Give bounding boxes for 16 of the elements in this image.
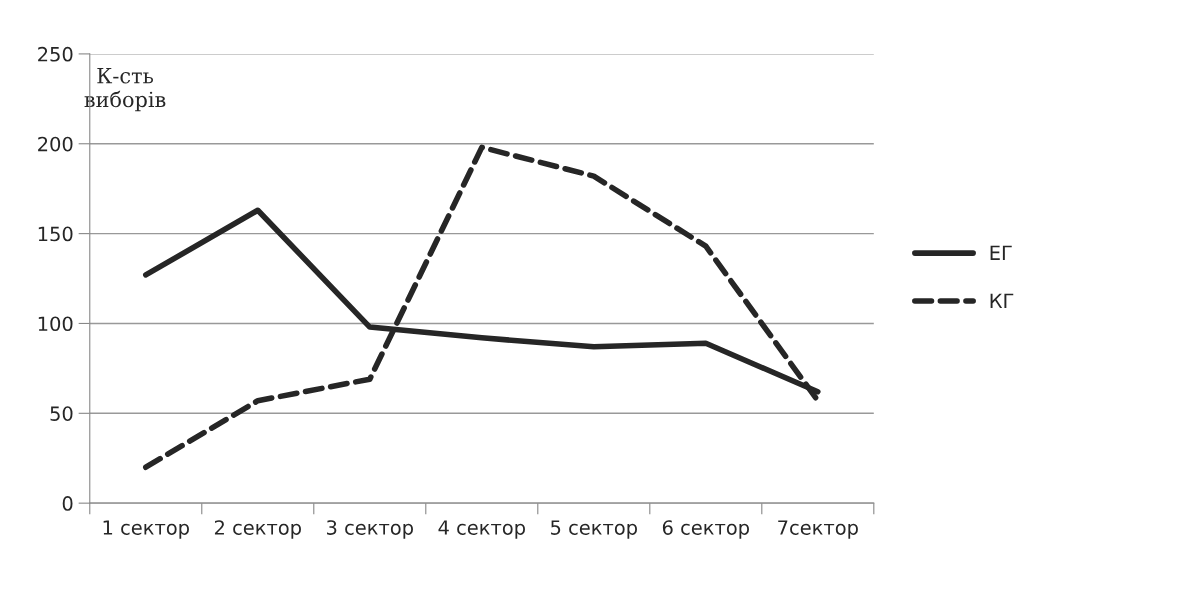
y-tick-label: 0 (62, 496, 73, 511)
y-tick-label: 150 (38, 226, 73, 242)
x-tick-label: 4 сектор (438, 520, 525, 539)
y-tick-label: 250 (38, 46, 73, 62)
y-axis-title: К-сть виборів (84, 68, 166, 112)
x-tick-label: 5 сектор (551, 520, 637, 539)
x-tick-label: 2 сектор (214, 520, 301, 539)
legend-label: КГ (990, 293, 1014, 308)
x-tick-label: 7сектор (778, 520, 858, 539)
y-tick-label: 100 (38, 316, 73, 332)
x-tick-label: 1 сектор (103, 520, 189, 539)
y-tick-label: 50 (50, 406, 73, 421)
y-tick-label: 200 (38, 136, 73, 152)
x-tick-label: 3 сектор (327, 520, 413, 539)
legend-label: ЕГ (990, 245, 1012, 260)
x-tick-label: 6 сектор (662, 520, 749, 539)
